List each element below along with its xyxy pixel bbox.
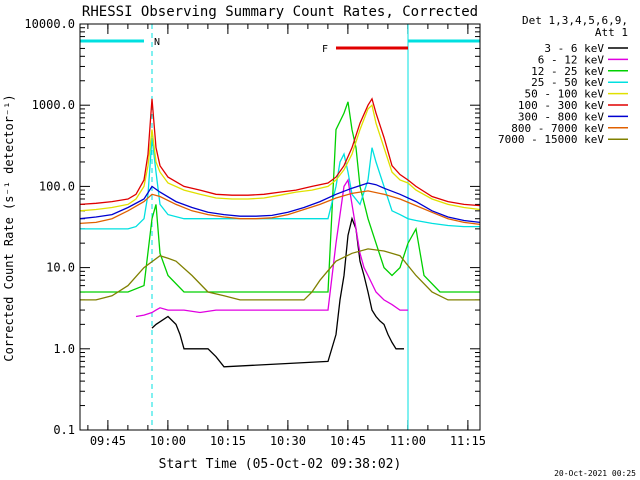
y-tick-label: 10000.0 xyxy=(24,17,75,31)
series-line-8 xyxy=(80,248,480,301)
legend-label: 800 - 7000 keV xyxy=(511,122,604,135)
series-line-4 xyxy=(79,103,481,212)
x-tick-label: 09:45 xyxy=(90,434,126,448)
series-line-6 xyxy=(79,182,481,224)
legend-label: 6 - 12 keV xyxy=(538,53,605,66)
x-tick-label: 11:00 xyxy=(390,434,426,448)
x-axis-label: Start Time (05-Oct-02 09:38:02) xyxy=(159,457,402,472)
series-line-0 xyxy=(151,216,404,368)
legend-label: 50 - 100 keV xyxy=(525,88,605,101)
legend-label: 300 - 800 keV xyxy=(518,110,604,123)
x-tick-label: 10:30 xyxy=(270,434,306,448)
series-line-1 xyxy=(135,178,408,318)
x-tick-label: 10:15 xyxy=(210,434,246,448)
y-tick-label: 10.0 xyxy=(46,261,75,275)
legend-label: 7000 - 15000 keV xyxy=(498,133,604,146)
x-tick-label: 10:45 xyxy=(330,434,366,448)
info-line-1: Det 1,3,4,5,6,9, xyxy=(522,14,628,27)
legend-label: 25 - 50 keV xyxy=(531,76,604,89)
series-line-5 xyxy=(79,97,481,207)
y-tick-label: 1.0 xyxy=(53,342,75,356)
legend-label: 3 - 6 keV xyxy=(544,42,604,55)
footer-date: 20-Oct-2021 00:25 xyxy=(554,469,636,478)
series-line-3 xyxy=(80,137,480,230)
flare-label: F xyxy=(322,44,328,55)
night-label: N xyxy=(154,37,160,48)
plot-frame xyxy=(79,23,481,431)
chart-title: RHESSI Observing Summary Count Rates, Co… xyxy=(82,4,478,20)
series-line-2 xyxy=(80,101,480,293)
legend-label: 100 - 300 keV xyxy=(518,99,604,112)
y-axis-label: Corrected Count Rate (s⁻¹ detector⁻¹) xyxy=(2,94,16,361)
series-line-7 xyxy=(79,190,481,226)
x-tick-label: 10:00 xyxy=(150,434,186,448)
y-tick-label: 100.0 xyxy=(39,179,75,193)
y-tick-label: 1000.0 xyxy=(32,98,75,112)
info-line-2: Att 1 xyxy=(595,26,628,39)
plot-area: 0.1 1.0 10.0 100.0 1000.0 10000.0 09:45 10:00 10… xyxy=(24,17,486,448)
legend-label: 12 - 25 keV xyxy=(531,65,604,78)
x-tick-label: 11:15 xyxy=(450,434,486,448)
y-tick-label: 0.1 xyxy=(53,423,75,437)
